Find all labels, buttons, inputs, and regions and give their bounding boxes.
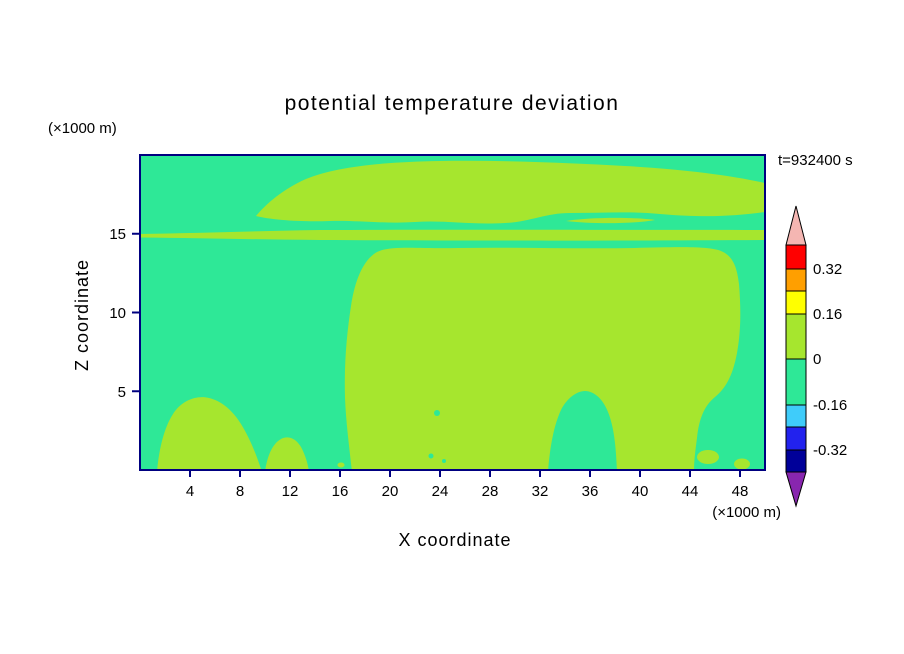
plot-area bbox=[140, 155, 765, 470]
contour-surface-speck bbox=[337, 462, 345, 468]
y-tick-label: 10 bbox=[109, 305, 126, 322]
contour-surface-speck bbox=[697, 450, 719, 464]
contour-negative-tongue bbox=[548, 391, 617, 470]
x-tick-label: 32 bbox=[532, 483, 549, 500]
colorbar-label: 0.32 bbox=[813, 261, 842, 278]
contour-upper-positive-region bbox=[256, 160, 765, 224]
contour-z15-positive-layer bbox=[140, 229, 765, 241]
contour-negative-hole bbox=[428, 453, 434, 459]
y-axis-ticks bbox=[132, 232, 140, 393]
colorbar-band-orange bbox=[785, 268, 807, 292]
colorbar-label: -0.16 bbox=[813, 397, 847, 414]
y-tick-label: 15 bbox=[109, 226, 126, 243]
x-tick-label: 40 bbox=[632, 483, 649, 500]
chart-title: potential temperature deviation bbox=[285, 92, 620, 115]
colorbar-label: 0 bbox=[813, 351, 821, 368]
x-tick-label: 20 bbox=[382, 483, 399, 500]
colorbar-band-yellow bbox=[785, 290, 807, 315]
colorbar-over-range-arrow bbox=[785, 205, 807, 246]
contour-upper-sliver bbox=[566, 217, 655, 224]
x-tick-label: 4 bbox=[186, 483, 194, 500]
x-tick-label: 16 bbox=[332, 483, 349, 500]
colorbar-band-navy bbox=[785, 449, 807, 473]
y-tick-label: 5 bbox=[118, 384, 126, 401]
colorbar-band-spring-green bbox=[785, 358, 807, 406]
x-tick-label: 24 bbox=[432, 483, 449, 500]
colorbar-band-blue bbox=[785, 426, 807, 451]
x-tick-label: 28 bbox=[482, 483, 499, 500]
contour-left-surface-dome bbox=[157, 397, 262, 470]
x-tick-label: 44 bbox=[682, 483, 699, 500]
colorbar-tick-labels: 0.32 0.16 0 -0.16 -0.32 bbox=[813, 261, 847, 459]
contour-negative-hole bbox=[434, 410, 440, 416]
x-tick-label: 36 bbox=[582, 483, 599, 500]
colorbar-label: 0.16 bbox=[813, 306, 842, 323]
x-axis-title: X coordinate bbox=[398, 530, 511, 550]
y-units-label: (×1000 m) bbox=[48, 120, 117, 137]
colorbar-under-range-arrow bbox=[785, 471, 807, 508]
contour-central-positive-region bbox=[344, 247, 741, 470]
contour-surface-speck bbox=[734, 458, 750, 470]
time-label: t=932400 s bbox=[778, 152, 853, 169]
y-axis-title: Z coordinate bbox=[72, 259, 92, 371]
colorbar-band-yellow-green bbox=[785, 313, 807, 360]
colorbar-band-red bbox=[785, 244, 807, 270]
x-tick-label: 8 bbox=[236, 483, 244, 500]
x-units-label: (×1000 m) bbox=[712, 504, 781, 521]
y-tick-labels: 15 10 5 bbox=[109, 226, 126, 401]
x-tick-label: 12 bbox=[282, 483, 299, 500]
x-tick-label: 48 bbox=[732, 483, 749, 500]
x-tick-labels: 4 8 12 16 20 24 28 32 36 40 44 48 bbox=[186, 483, 749, 500]
contour-left-surface-dome-2 bbox=[265, 437, 309, 470]
colorbar bbox=[785, 205, 807, 508]
colorbar-band-cyan bbox=[785, 404, 807, 428]
colorbar-label: -0.32 bbox=[813, 442, 847, 459]
x-axis-ticks bbox=[189, 470, 741, 477]
contour-negative-hole bbox=[442, 459, 446, 463]
